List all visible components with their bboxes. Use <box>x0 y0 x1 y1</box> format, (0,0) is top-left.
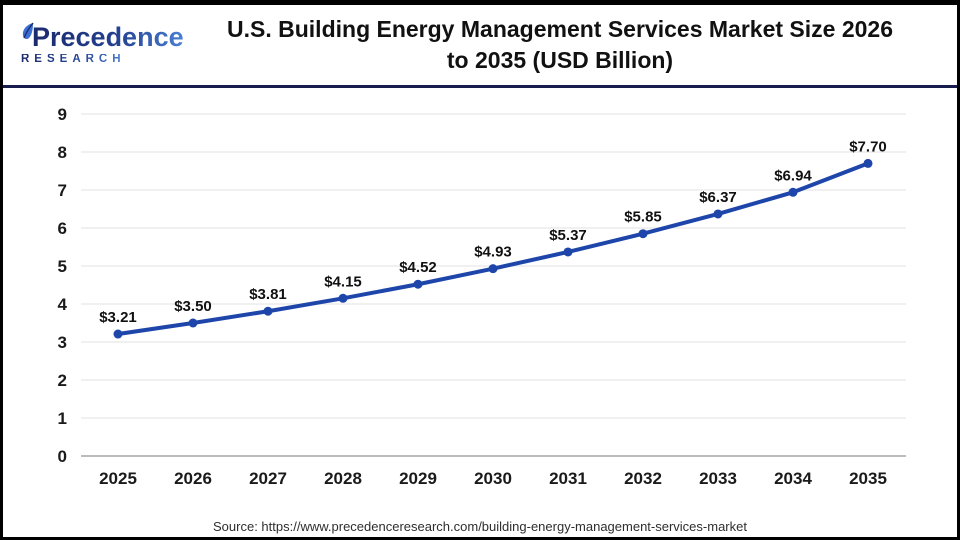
y-axis-tick-label: 1 <box>58 409 67 428</box>
x-axis-tick-label: 2026 <box>174 469 212 488</box>
title-line-2: to 2035 (USD Billion) <box>446 47 674 73</box>
data-point-marker <box>413 279 423 289</box>
footer: Source: https://www.precedenceresearch.c… <box>3 515 957 537</box>
x-axis-tick-label: 2035 <box>849 469 887 488</box>
logo-wordmark: Precedence <box>21 22 184 53</box>
y-axis-tick-label: 3 <box>58 333 67 352</box>
y-axis-tick-label: 9 <box>58 105 67 124</box>
y-axis-tick-label: 7 <box>58 181 67 200</box>
header: Precedence RESEARCH U.S. Building Energy… <box>3 5 957 85</box>
x-axis-tick-label: 2028 <box>324 469 362 488</box>
y-axis-tick-label: 2 <box>58 371 67 390</box>
data-point-marker <box>488 264 498 274</box>
data-point-label: $4.93 <box>474 244 512 261</box>
data-point-label: $3.50 <box>174 298 212 315</box>
data-point-marker <box>188 318 198 328</box>
data-point-marker <box>788 187 798 197</box>
leaf-icon <box>22 22 34 40</box>
x-axis-tick-label: 2025 <box>99 469 137 488</box>
y-axis-tick-label: 6 <box>58 219 67 238</box>
data-point-label: $5.85 <box>624 209 662 226</box>
data-point-label: $7.70 <box>849 138 887 155</box>
market-size-line-chart: 0 1 2 3 4 5 6 7 8 9 2025 2026 2027 2028 2029 2030 2031 20… <box>58 105 906 488</box>
data-point-label: $4.15 <box>324 273 362 290</box>
precedence-logo: Precedence RESEARCH <box>3 22 193 66</box>
data-point-marker <box>863 158 873 168</box>
x-axis-tick-label: 2032 <box>624 469 662 488</box>
y-axis-tick-label: 4 <box>58 295 68 314</box>
data-point-marker <box>563 247 573 257</box>
data-point-marker <box>713 209 723 219</box>
data-point-label: $5.37 <box>549 227 587 244</box>
data-point-label: $3.21 <box>99 309 137 326</box>
y-axis-tick-label: 8 <box>58 143 67 162</box>
x-axis-tick-label: 2027 <box>249 469 287 488</box>
data-point-marker <box>338 293 348 303</box>
header-divider <box>3 85 957 88</box>
x-axis-tick-label: 2033 <box>699 469 737 488</box>
brand-name: Precedence <box>32 22 184 53</box>
title-line-1: U.S. Building Energy Management Services… <box>227 15 893 42</box>
x-axis-tick-label: 2030 <box>474 469 512 488</box>
page-title: U.S. Building Energy Management Services… <box>193 14 957 76</box>
y-axis-tick-label: 0 <box>58 447 67 466</box>
x-axis-tick-label: 2034 <box>774 469 812 488</box>
y-axis-tick-label: 5 <box>58 257 67 276</box>
x-axis-tick-label: 2029 <box>399 469 437 488</box>
chart-area: 0 1 2 3 4 5 6 7 8 9 2025 2026 2027 2028 2029 2030 2031 20… <box>3 88 957 515</box>
data-point-label: $4.52 <box>399 259 437 276</box>
x-axis-tick-label: 2031 <box>549 469 587 488</box>
data-point-marker <box>263 306 273 316</box>
data-point-label: $6.37 <box>699 189 737 206</box>
data-point-marker <box>638 229 648 239</box>
data-point-label: $6.94 <box>774 167 812 184</box>
data-point-label: $3.81 <box>249 286 287 303</box>
brand-subtitle: RESEARCH <box>21 53 126 66</box>
source-link[interactable]: Source: https://www.precedenceresearch.c… <box>213 518 747 534</box>
data-point-marker <box>113 329 123 339</box>
